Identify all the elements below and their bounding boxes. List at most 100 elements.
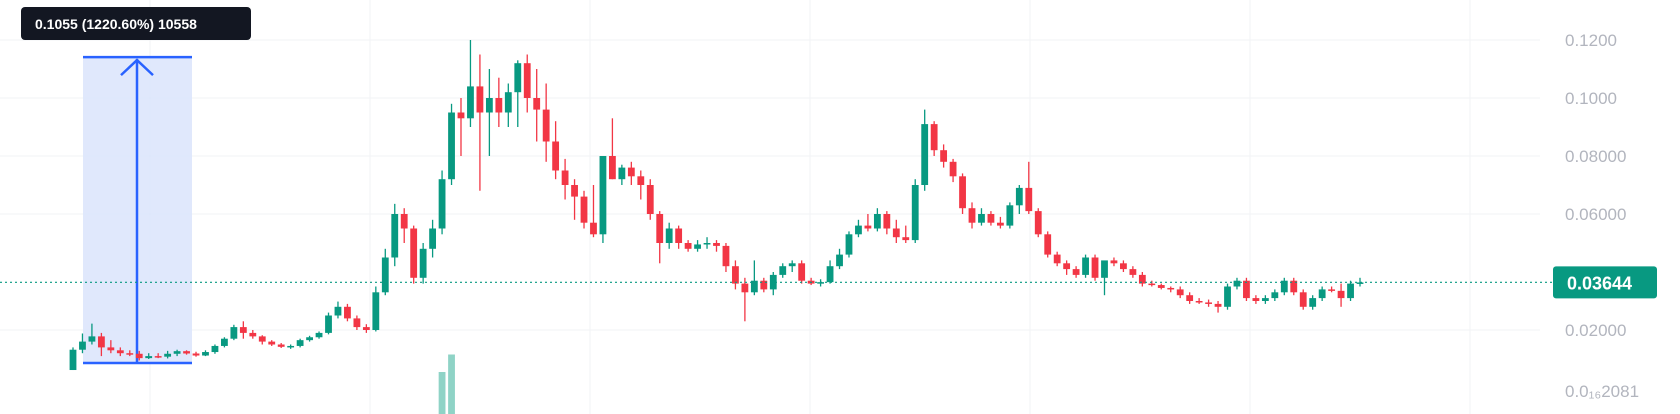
candle-body (514, 63, 522, 93)
candle-body (883, 214, 891, 229)
candle-body (1034, 211, 1042, 235)
candle-body (230, 327, 238, 339)
candle (1328, 286, 1336, 293)
candle (1205, 299, 1212, 307)
candle-body (116, 350, 124, 354)
candle (1025, 161, 1033, 214)
candle (741, 277, 749, 322)
candle (97, 332, 105, 357)
candle-body (978, 214, 985, 223)
candle (1233, 277, 1241, 290)
candle (258, 335, 266, 345)
candle-body (1053, 254, 1061, 264)
candle-body (845, 234, 853, 255)
candle (552, 121, 560, 180)
candle (325, 312, 332, 335)
price-axis-label: 0.1000 (1565, 89, 1617, 108)
candle (230, 324, 238, 341)
candle (1347, 280, 1354, 301)
candle (1053, 251, 1061, 267)
candle (344, 303, 351, 322)
candle (88, 323, 96, 345)
measure-tool[interactable] (83, 55, 192, 365)
candle-body (552, 141, 560, 171)
candle-body (959, 176, 966, 209)
candle (883, 211, 891, 235)
candle-body (949, 161, 957, 177)
candle (561, 158, 569, 200)
candle (618, 164, 626, 185)
candle-body (1101, 260, 1108, 278)
candle (1157, 283, 1165, 290)
candle-body (940, 150, 948, 162)
candles (69, 40, 1364, 371)
candle (940, 144, 948, 168)
candle-body (400, 214, 408, 229)
candle (495, 77, 503, 127)
candle-body (239, 327, 247, 333)
candle-body (968, 208, 976, 223)
candle (703, 237, 711, 249)
candle (438, 170, 446, 235)
candle (722, 243, 730, 272)
candle-body (1072, 269, 1080, 275)
candle (608, 118, 616, 180)
candle-body (732, 266, 739, 284)
candle-body (438, 179, 446, 229)
candle (1186, 292, 1194, 304)
candle-body (334, 306, 342, 316)
last-price-value: 0.03644 (1567, 273, 1632, 293)
candle-body (1252, 298, 1260, 301)
candle (353, 315, 361, 330)
candle-body (1025, 187, 1033, 212)
candle-body (1186, 295, 1194, 301)
candle-body (561, 170, 569, 185)
candle (372, 286, 380, 332)
candle-body (930, 124, 938, 151)
candle-body (1299, 292, 1307, 307)
candle-body (410, 228, 418, 278)
candle-body (296, 340, 304, 346)
candle-body (249, 332, 257, 337)
candle (192, 351, 200, 357)
candle (826, 260, 834, 284)
candle-body (1176, 289, 1184, 296)
candle-body (665, 228, 673, 243)
candle (1280, 277, 1288, 296)
candle (391, 203, 399, 267)
candle (930, 121, 938, 156)
candle (911, 179, 919, 243)
volume-bars (438, 354, 455, 414)
candle-body (145, 356, 153, 359)
candle (1224, 283, 1231, 310)
candle-body (183, 351, 190, 354)
candle-body (1167, 287, 1175, 290)
price-axis-label: 0.02000 (1565, 321, 1626, 340)
candle-body (1129, 269, 1137, 275)
candle-body (1318, 289, 1326, 299)
candle-body (684, 243, 692, 249)
candle (1271, 289, 1279, 301)
candle-body (372, 292, 380, 330)
candle-body (798, 263, 806, 281)
candle-body (987, 214, 995, 223)
candle (202, 350, 209, 357)
candle (769, 272, 777, 296)
candle-body (694, 244, 701, 249)
candle (485, 69, 493, 156)
candle-body (1261, 298, 1269, 301)
candle (362, 324, 370, 333)
candle-body (485, 98, 493, 113)
candle (69, 347, 77, 371)
candle (239, 321, 247, 339)
candle (836, 248, 843, 270)
candle-body (703, 243, 711, 245)
candle-body (1290, 280, 1298, 293)
candle-body (173, 351, 181, 354)
price-axis[interactable]: 0.1200 0.1000 0.08000 0.06000 0.02000 0.0₁₆20… (1565, 31, 1639, 401)
candle (1063, 260, 1071, 275)
candle (79, 333, 86, 354)
candle (1015, 185, 1023, 214)
candle (987, 211, 995, 226)
candle (1006, 202, 1014, 229)
